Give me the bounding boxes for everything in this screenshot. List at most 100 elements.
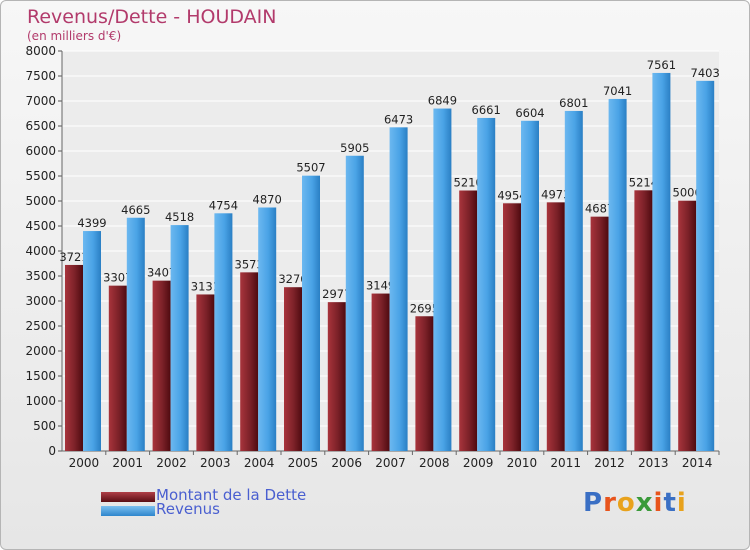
data-label-dette: 5214 (629, 175, 658, 189)
bar-dette (678, 200, 697, 451)
y-tick-label: 7000 (25, 94, 56, 108)
chart-title: Revenus/Dette - HOUDAIN (27, 6, 277, 28)
bar-dette (634, 190, 653, 452)
data-label-dette: 3573 (235, 257, 264, 271)
legend-label-revenus: Revenus (156, 500, 220, 518)
x-tick-label: 2011 (550, 456, 581, 470)
bar-revenus (214, 213, 233, 451)
y-tick-label: 5500 (25, 169, 56, 183)
x-tick-label: 2010 (507, 456, 538, 470)
data-label-dette: 2977 (322, 287, 351, 301)
y-tick-label: 500 (33, 419, 56, 433)
y-tick-label: 3000 (25, 294, 56, 308)
bar-revenus (389, 127, 408, 451)
x-tick-label: 2014 (682, 456, 713, 470)
bar-revenus (652, 72, 671, 451)
bar-revenus (433, 108, 452, 452)
bar-revenus (170, 225, 189, 451)
data-label-revenus: 4754 (209, 198, 238, 212)
legend-swatch-revenus (101, 506, 155, 516)
bar-dette (327, 302, 346, 451)
data-label-revenus: 4399 (77, 216, 106, 230)
x-tick-label: 2007 (375, 456, 406, 470)
data-label-revenus: 6473 (384, 112, 413, 126)
data-label-revenus: 6604 (515, 106, 544, 120)
logo-letter: i (676, 488, 687, 518)
bar-dette (152, 280, 171, 451)
bar-dette (590, 216, 609, 451)
bar-dette (371, 293, 390, 451)
bar-revenus (302, 175, 320, 451)
logo-letter: x (635, 488, 654, 518)
data-label-dette: 5006 (673, 186, 702, 200)
x-tick-label: 2004 (244, 456, 275, 470)
data-label-revenus: 4665 (121, 203, 150, 217)
y-tick-label: 7500 (25, 69, 56, 83)
data-label-revenus: 7561 (647, 58, 676, 72)
data-label-revenus: 7041 (603, 84, 632, 98)
data-label-dette: 4973 (541, 187, 570, 201)
y-tick-label: 2500 (25, 319, 56, 333)
x-tick-label: 2009 (463, 456, 494, 470)
bar-revenus (608, 98, 627, 451)
data-label-dette: 3307 (103, 271, 132, 285)
bar-revenus (477, 117, 496, 451)
data-label-dette: 4687 (585, 202, 614, 216)
proxiti-logo: Proxiti (583, 488, 687, 518)
bar-dette (240, 272, 259, 451)
y-tick-label: 4000 (25, 244, 56, 258)
logo-letter: t (663, 488, 677, 518)
y-tick-label: 3500 (25, 269, 56, 283)
x-tick-label: 2005 (288, 456, 319, 470)
data-label-revenus: 4518 (165, 210, 194, 224)
x-tick-label: 2006 (331, 456, 362, 470)
data-label-revenus: 5507 (296, 161, 325, 175)
data-label-dette: 3149 (366, 279, 395, 293)
x-tick-label: 2008 (419, 456, 450, 470)
bar-dette (284, 287, 302, 451)
data-label-revenus: 4870 (253, 193, 282, 207)
bar-dette (196, 294, 215, 451)
x-tick-label: 2013 (638, 456, 669, 470)
y-tick-label: 1500 (25, 369, 56, 383)
x-tick-label: 2003 (200, 456, 231, 470)
data-label-revenus: 6801 (559, 96, 588, 110)
bar-dette (503, 203, 521, 451)
x-tick-label: 2001 (112, 456, 143, 470)
y-tick-label: 4500 (25, 219, 56, 233)
data-label-dette: 3276 (278, 272, 307, 286)
y-tick-label: 0 (48, 444, 56, 458)
legend-label-dette: Montant de la Dette (156, 486, 307, 504)
x-tick-label: 2002 (156, 456, 187, 470)
x-tick-label: 2000 (69, 456, 100, 470)
data-label-dette: 3407 (147, 266, 176, 280)
data-label-dette: 2695 (410, 301, 439, 315)
data-label-dette: 3131 (191, 279, 220, 293)
legend-swatch-dette (101, 492, 155, 502)
bar-revenus (126, 217, 145, 451)
y-tick-label: 1000 (25, 394, 56, 408)
y-tick-label: 2000 (25, 344, 56, 358)
bar-revenus (521, 120, 539, 452)
bar-dette (546, 202, 565, 451)
bar-revenus (83, 231, 101, 451)
data-label-revenus: 7403 (691, 66, 720, 80)
data-label-revenus: 6661 (472, 103, 501, 117)
y-tick-label: 6500 (25, 119, 56, 133)
x-tick-label: 2012 (594, 456, 625, 470)
bar-dette (459, 190, 478, 451)
bar-revenus (345, 155, 364, 451)
logo-letter: o (616, 488, 636, 518)
bar-revenus (258, 207, 277, 451)
bar-revenus (696, 80, 715, 451)
data-label-dette: 5210 (454, 176, 483, 190)
data-label-dette: 3721 (59, 250, 88, 264)
data-label-dette: 4954 (497, 188, 526, 202)
logo-letter: P (583, 488, 604, 518)
bar-dette (415, 316, 434, 451)
y-tick-label: 5000 (25, 194, 56, 208)
logo-letter: r (603, 488, 617, 518)
bar-revenus (564, 110, 583, 451)
